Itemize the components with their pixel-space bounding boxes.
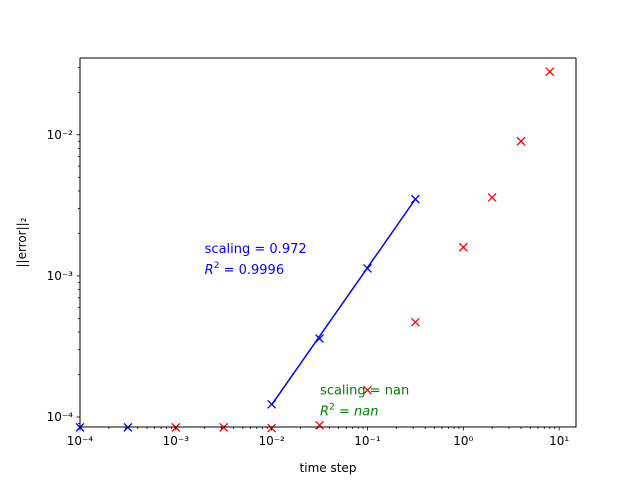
y-axis-label: ||error||₂	[15, 217, 29, 267]
x-marker-stroke	[487, 192, 497, 202]
data-point	[410, 317, 420, 327]
data-point	[545, 67, 555, 77]
x-marker-stroke	[363, 385, 372, 395]
fit-annotation-r2: R2 = nan	[320, 402, 378, 419]
data-point	[267, 399, 277, 409]
data-point	[315, 420, 324, 430]
x-marker-stroke	[363, 263, 372, 273]
x-marker-stroke	[267, 399, 277, 409]
x-axis-label: time step	[300, 461, 357, 475]
y-tick-label: 10⁻²	[47, 128, 74, 142]
x-marker-stroke	[410, 194, 420, 204]
x-marker-stroke	[516, 136, 526, 146]
data-point	[410, 194, 420, 204]
data-point	[363, 385, 372, 395]
data-point	[315, 334, 324, 343]
x-marker-stroke	[315, 420, 324, 430]
x-tick-label: 10⁰	[453, 434, 473, 448]
x-marker-stroke	[458, 242, 468, 252]
x-tick-label: 10¹	[549, 434, 569, 448]
x-tick-label: 10⁻¹	[354, 434, 381, 448]
plot-frame	[79, 57, 577, 428]
fit-annotation-scaling: scaling = 0.972	[205, 242, 307, 257]
y-tick-label: 10⁻³	[47, 269, 74, 283]
fit-annotation-r2: R2 = 0.9996	[205, 261, 284, 278]
x-marker-stroke	[315, 334, 324, 343]
x-tick-label: 10⁻³	[163, 434, 190, 448]
fit-annotation-scaling: scaling = nan	[320, 383, 409, 398]
annotations: scaling = 0.972 R2 = 0.9996 scaling = nan R…	[205, 242, 410, 419]
x-tick-label: 10⁻⁴	[67, 434, 94, 448]
data-point	[363, 263, 372, 273]
x-marker-stroke	[545, 67, 555, 77]
data-point	[516, 136, 526, 146]
plot-area	[80, 58, 576, 427]
x-marker-stroke	[410, 317, 420, 327]
data-point	[487, 192, 497, 202]
y-tick-label: 10⁻⁴	[47, 410, 74, 424]
x-tick-label: 10⁻²	[258, 434, 285, 448]
fit-line-0	[271, 198, 416, 406]
data-point	[458, 242, 468, 252]
axis-ticks: 10⁻⁴ 10⁻³ 10⁻² 10⁻¹ 10⁰ 10¹ 10⁻⁴ 10⁻³ 10⁻²	[47, 67, 569, 448]
